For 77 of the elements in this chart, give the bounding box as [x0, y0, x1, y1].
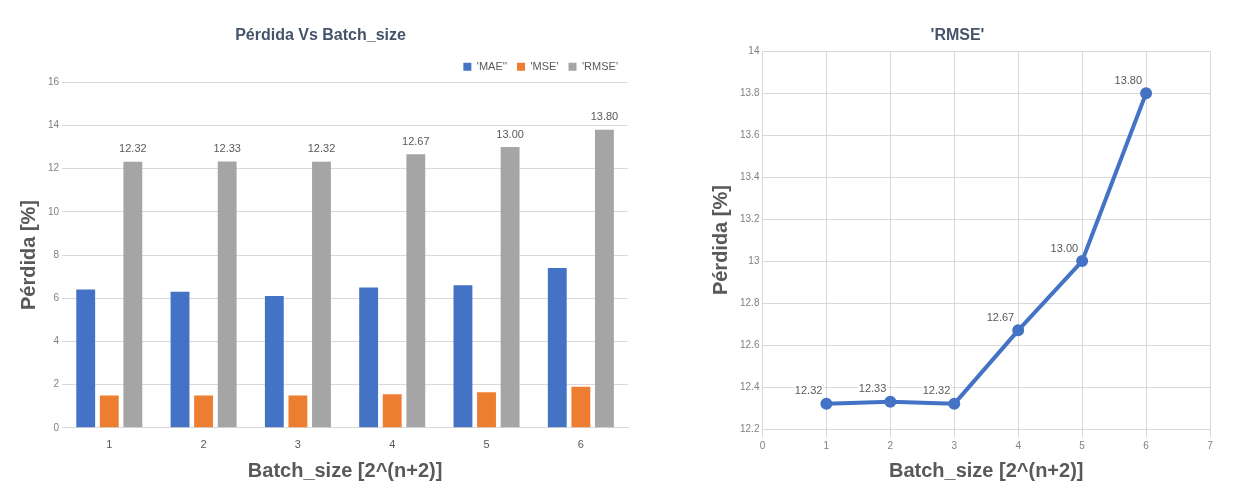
x-tick-label: 2 — [200, 438, 207, 451]
bar — [264, 296, 284, 428]
y-tick-label: 13.6 — [739, 128, 760, 140]
point — [1076, 255, 1089, 268]
legend-label: 'MAE'' — [476, 59, 507, 72]
bar — [99, 395, 119, 428]
data-label: 12.67 — [986, 310, 1015, 323]
y-tick-label: 0 — [53, 421, 60, 433]
data-label: 12.33 — [858, 382, 887, 395]
data-label: 12.33 — [213, 142, 241, 154]
chart-title: Pérdida Vs Batch_size — [235, 26, 406, 44]
x-tick-label: 4 — [389, 438, 396, 451]
bar — [217, 161, 237, 428]
data-label: 13.00 — [496, 127, 524, 140]
x-tick-label: 6 — [1143, 439, 1150, 451]
y-axis-title: Pérdida [%] — [708, 185, 731, 296]
bar — [500, 147, 520, 428]
y-tick-label: 4 — [53, 335, 60, 347]
data-label: 12.32 — [922, 384, 951, 397]
y-tick-label: 8 — [53, 248, 60, 260]
y-tick-label: 13.4 — [739, 170, 760, 182]
x-tick-label: 5 — [1079, 439, 1086, 451]
y-tick-label: 14 — [48, 119, 60, 131]
point — [820, 397, 833, 410]
bar — [123, 161, 143, 428]
y-tick-label: 10 — [48, 205, 60, 217]
x-tick-label: 1 — [823, 439, 830, 451]
legend-label: 'MSE' — [530, 59, 559, 72]
y-tick-label: 12.8 — [739, 296, 760, 308]
bar — [382, 394, 402, 428]
y-tick-label: 13.8 — [739, 86, 760, 98]
x-axis-title: Batch_size [2^(n+2)] — [888, 458, 1084, 481]
point — [948, 397, 961, 410]
y-tick-label: 13.2 — [739, 212, 760, 224]
point — [1012, 324, 1025, 337]
y-tick-label: 13 — [748, 254, 760, 266]
y-tick-label: 12.2 — [739, 422, 760, 434]
bar — [453, 285, 473, 428]
y-tick-label: 14 — [748, 44, 760, 56]
x-tick-label: 3 — [951, 439, 958, 451]
data-label: 12.32 — [119, 142, 147, 155]
point — [1140, 87, 1153, 100]
data-label: 13.00 — [1050, 241, 1079, 254]
x-tick-label: 1 — [106, 438, 113, 451]
bar — [76, 289, 96, 428]
legend-label: 'RMSE' — [582, 59, 618, 72]
y-tick-label: 12.4 — [739, 380, 760, 392]
bar — [194, 395, 214, 428]
bar — [170, 291, 190, 428]
y-axis-title: Pérdida [%] — [16, 199, 39, 311]
chart-title: 'RMSE' — [930, 26, 985, 44]
y-tick-label: 2 — [53, 378, 60, 390]
bar — [288, 395, 308, 428]
x-tick-label: 7 — [1207, 439, 1214, 451]
y-tick-label: 12.6 — [739, 338, 760, 350]
bar — [571, 386, 591, 428]
x-tick-label: 4 — [1015, 439, 1022, 451]
x-tick-label: 2 — [887, 439, 894, 451]
data-label: 12.67 — [402, 134, 430, 147]
x-tick-label: 3 — [294, 438, 301, 451]
data-label: 13.80 — [1114, 73, 1143, 86]
bar — [312, 161, 331, 428]
bar — [359, 287, 379, 428]
x-tick-label: 5 — [483, 438, 490, 451]
bar — [594, 129, 614, 428]
bar — [406, 154, 426, 428]
x-tick-label: 6 — [577, 438, 584, 451]
y-tick-label: 16 — [48, 75, 60, 87]
data-label: 12.32 — [794, 384, 823, 397]
data-label: 13.80 — [590, 110, 619, 123]
bar — [477, 392, 496, 428]
x-axis-title: Batch_size [2^(n+2)] — [247, 458, 443, 481]
point — [884, 395, 897, 408]
bar — [547, 267, 567, 428]
data-label: 12.32 — [307, 142, 336, 155]
y-tick-label: 6 — [53, 291, 60, 303]
y-tick-label: 12 — [48, 162, 60, 174]
